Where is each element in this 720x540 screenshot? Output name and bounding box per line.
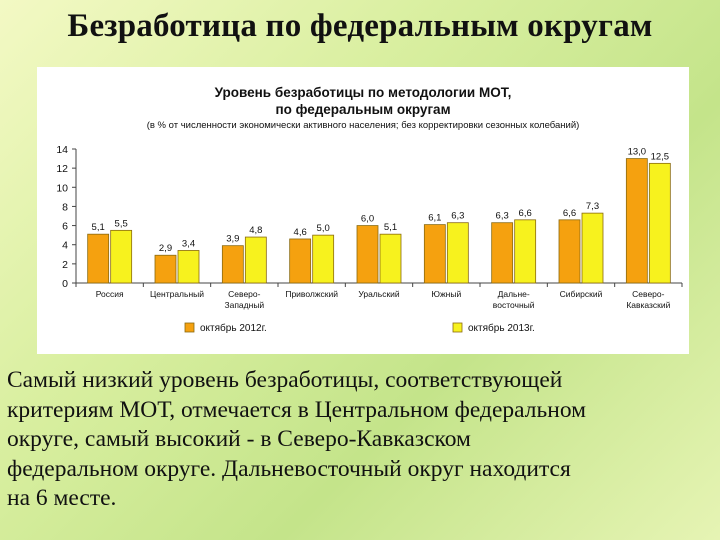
y-tick-label: 8 bbox=[62, 201, 68, 213]
y-tick-label: 0 bbox=[62, 278, 68, 290]
chart-title-line-1: Уровень безработицы по методологии МОТ, bbox=[214, 85, 512, 100]
slide-title: Безработица по федеральным округам bbox=[67, 8, 653, 44]
bar-series-2 bbox=[648, 162, 671, 284]
bar-series-1 bbox=[289, 238, 312, 284]
body-line-1: Самый низкий уровень безработицы, соотве… bbox=[7, 367, 563, 393]
bar-series-1 bbox=[356, 225, 379, 284]
category-label: Северо- bbox=[228, 289, 260, 299]
bar-series-1 bbox=[491, 222, 514, 284]
data-label: 2,9 bbox=[159, 243, 172, 254]
data-label: 12,5 bbox=[651, 151, 670, 162]
category-label: Приволжский bbox=[285, 289, 338, 299]
bar-series-2 bbox=[110, 229, 133, 284]
data-label: 5,5 bbox=[115, 218, 128, 229]
body-line-2: критериям МОТ, отмечается в Центральном … bbox=[7, 396, 586, 423]
bar-series-1 bbox=[154, 254, 177, 284]
data-label: 6,6 bbox=[519, 208, 532, 219]
bar-series-2 bbox=[446, 222, 469, 284]
data-label: 3,4 bbox=[182, 238, 195, 249]
y-tick-label: 12 bbox=[56, 163, 68, 175]
data-label: 6,0 bbox=[361, 214, 374, 225]
data-label: 4,8 bbox=[249, 225, 262, 236]
y-tick-label: 6 bbox=[62, 221, 68, 233]
y-tick-label: 14 bbox=[56, 144, 68, 156]
bar-series-1 bbox=[87, 233, 110, 284]
legend-swatch bbox=[452, 322, 463, 333]
data-label: 6,3 bbox=[451, 211, 464, 222]
category-label: Сибирский bbox=[560, 289, 603, 299]
category-label: Кавказский bbox=[626, 300, 670, 310]
bar-series-2 bbox=[312, 234, 335, 284]
data-label: 6,1 bbox=[428, 213, 441, 224]
category-label: Западный bbox=[224, 300, 264, 310]
bar-series-1 bbox=[625, 158, 648, 284]
data-label: 5,0 bbox=[317, 223, 330, 234]
data-label: 13,0 bbox=[628, 147, 647, 158]
y-tick-label: 2 bbox=[62, 259, 68, 271]
bar-series-2 bbox=[581, 212, 604, 284]
chart-panel: Уровень безработицы по методологии МОТ, … bbox=[37, 67, 689, 354]
data-label: 6,6 bbox=[563, 208, 576, 219]
category-label: Россия bbox=[96, 289, 124, 299]
data-label: 5,1 bbox=[92, 222, 105, 233]
legend-label: октябрь 2012г. bbox=[200, 322, 267, 334]
data-label: 6,3 bbox=[496, 211, 509, 222]
chart-title-line-2: по федеральным округам bbox=[275, 102, 451, 117]
data-label: 7,3 bbox=[586, 201, 599, 212]
bar-series-1 bbox=[558, 219, 581, 284]
data-label: 3,9 bbox=[226, 234, 239, 245]
body-line-3: округе, самый высокий - в Северо-Кавказс… bbox=[7, 426, 471, 452]
bar-series-2 bbox=[514, 219, 537, 284]
chart-subtitle: (в % от численности экономически активно… bbox=[146, 120, 580, 131]
bar-chart: 0 2 4 6 8 10 12 14 5,1 5,5 Россия 2,9 3,4 Центральный… bbox=[56, 144, 683, 334]
bar-series-2 bbox=[177, 250, 200, 284]
bar-series-2 bbox=[244, 236, 267, 284]
legend-swatch bbox=[184, 322, 195, 333]
y-tick-label: 4 bbox=[62, 240, 68, 252]
category-label: Дальне- bbox=[498, 289, 530, 299]
body-text: Самый низкий уровень безработицы, соотве… bbox=[7, 366, 713, 514]
data-label: 4,6 bbox=[294, 227, 307, 238]
category-label: Центральный bbox=[150, 289, 204, 299]
bar-series-1 bbox=[221, 245, 244, 284]
body-line-5: на 6 месте. bbox=[7, 485, 117, 511]
y-tick-label: 10 bbox=[56, 182, 68, 194]
bar-series-2 bbox=[379, 233, 402, 284]
legend-label: октябрь 2013г. bbox=[468, 322, 535, 334]
category-label: Уральский bbox=[358, 289, 400, 299]
body-line-4: федеральном округе. Дальневосточный окру… bbox=[7, 455, 571, 482]
category-label: Южный bbox=[431, 289, 461, 299]
bar-series-1 bbox=[423, 224, 446, 284]
category-label: Северо- bbox=[632, 289, 664, 299]
data-label: 5,1 bbox=[384, 222, 397, 233]
category-label: восточный bbox=[493, 300, 535, 310]
